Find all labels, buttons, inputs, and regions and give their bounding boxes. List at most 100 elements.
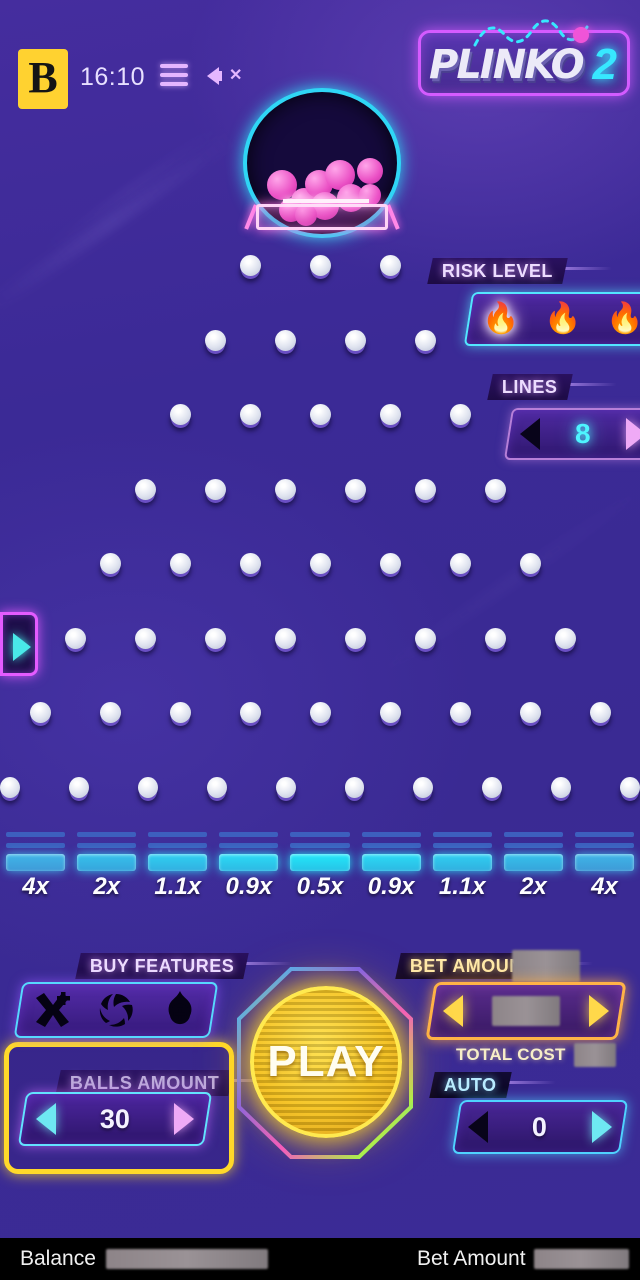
balance-value bbox=[105, 1249, 268, 1269]
bet-amount-stepper[interactable] bbox=[425, 982, 627, 1040]
slot-guide-bar bbox=[6, 843, 66, 848]
side-panel-toggle[interactable] bbox=[0, 612, 38, 676]
peg bbox=[414, 329, 436, 351]
play-triangle-icon bbox=[13, 633, 31, 661]
peg bbox=[239, 255, 261, 276]
bet-amount-value bbox=[492, 996, 560, 1026]
play-button-label: PLAY bbox=[267, 1037, 385, 1086]
peg bbox=[414, 478, 436, 500]
peg bbox=[29, 702, 51, 723]
hamburger-icon[interactable] bbox=[160, 64, 188, 88]
bet-amount-status-label: Bet Amount bbox=[417, 1247, 526, 1270]
multiplier-value: 0.9x bbox=[225, 873, 273, 900]
bet-amount-group: Bet Amount bbox=[417, 1247, 629, 1271]
slot-guide-bar bbox=[503, 832, 563, 837]
slot-bucket bbox=[503, 854, 563, 871]
multiplier-plus-icon[interactable] bbox=[31, 990, 73, 1030]
peg bbox=[309, 404, 331, 425]
auto-increase-button[interactable] bbox=[592, 1111, 612, 1143]
vortex-icon[interactable] bbox=[95, 990, 137, 1030]
peg bbox=[449, 702, 471, 723]
peg bbox=[379, 553, 401, 574]
balls-decrease-button[interactable] bbox=[36, 1103, 56, 1135]
peg bbox=[204, 478, 226, 500]
auto-value: 0 bbox=[532, 1111, 548, 1142]
risk-flame-1-icon[interactable]: 🔥 bbox=[482, 302, 520, 335]
multiplier-slot: 0.9x bbox=[356, 832, 427, 910]
clock: 16:10 bbox=[80, 63, 146, 91]
bet-increase-button[interactable] bbox=[589, 995, 609, 1027]
peg bbox=[274, 478, 296, 500]
peg-row bbox=[0, 627, 640, 649]
multiplier-value: 0.5x bbox=[296, 873, 344, 900]
peg bbox=[482, 776, 503, 798]
peg-row bbox=[0, 702, 640, 723]
logo-suffix: 2 bbox=[592, 40, 617, 89]
peg-row bbox=[0, 776, 640, 798]
peg bbox=[169, 702, 191, 723]
multiplier-slot: 2x bbox=[498, 832, 569, 910]
slot-guide-bar bbox=[290, 843, 350, 848]
peg bbox=[99, 553, 121, 574]
peg bbox=[554, 627, 576, 649]
slot-bucket bbox=[574, 854, 634, 871]
hopper-gate bbox=[256, 199, 388, 230]
balls-increase-button[interactable] bbox=[173, 1103, 194, 1135]
risk-flame-2-icon[interactable]: 🔥 bbox=[544, 302, 582, 335]
peg bbox=[620, 776, 640, 798]
peg bbox=[484, 627, 506, 649]
multiplier-slot: 1.1x bbox=[142, 832, 213, 910]
lines-decrease-button[interactable] bbox=[520, 418, 540, 450]
bet-decrease-button[interactable] bbox=[443, 995, 463, 1027]
slot-guide-bar bbox=[219, 832, 279, 837]
risk-flame-3-icon[interactable]: 🔥 bbox=[606, 302, 640, 335]
peg bbox=[239, 553, 261, 574]
logo-text: PLINKO bbox=[429, 42, 585, 88]
multiplier-slot: 4x bbox=[0, 832, 71, 910]
buy-features-panel bbox=[13, 982, 219, 1038]
play-button[interactable]: PLAY bbox=[250, 986, 402, 1138]
peg bbox=[204, 329, 226, 351]
peg bbox=[309, 255, 331, 276]
peg bbox=[206, 776, 227, 798]
lines-increase-button[interactable] bbox=[625, 418, 640, 450]
auto-decrease-button[interactable] bbox=[468, 1111, 488, 1143]
brand-badge: B bbox=[18, 49, 68, 109]
slot-guide-bar bbox=[148, 843, 208, 848]
slot-guide-bar bbox=[503, 843, 563, 848]
app-header: B 16:10 ✕ PLINKO 2 bbox=[0, 0, 640, 118]
lines-stepper[interactable]: 8 bbox=[503, 408, 640, 460]
peg bbox=[204, 627, 226, 649]
peg-board bbox=[0, 255, 640, 835]
logo-arc-icon bbox=[473, 19, 589, 47]
peg-row bbox=[0, 255, 640, 276]
peg bbox=[344, 627, 366, 649]
slot-guide-bar bbox=[574, 832, 634, 837]
flame-plus-icon[interactable] bbox=[159, 990, 201, 1030]
multiplier-value: 2x bbox=[519, 873, 547, 900]
peg bbox=[239, 404, 261, 425]
peg bbox=[169, 553, 191, 574]
play-button-neon-frame bbox=[237, 967, 413, 1159]
balls-amount-stepper[interactable]: 30 bbox=[17, 1092, 213, 1146]
balance-label: Balance bbox=[20, 1247, 96, 1270]
bottom-status-bar: Balance Bet Amount bbox=[0, 1238, 640, 1280]
risk-level-label: RISK LEVEL bbox=[427, 258, 612, 284]
peg bbox=[0, 776, 20, 798]
ball-hopper bbox=[243, 88, 401, 238]
peg bbox=[484, 478, 506, 500]
balls-amount-value: 30 bbox=[99, 1103, 131, 1134]
peg-row bbox=[0, 329, 640, 351]
sound-muted-icon[interactable]: ✕ bbox=[207, 62, 249, 90]
bet-amount-status-value bbox=[533, 1249, 629, 1269]
risk-level-selector[interactable]: 🔥 🔥 🔥 bbox=[463, 292, 640, 346]
auto-stepper[interactable]: 0 bbox=[451, 1100, 629, 1154]
peg bbox=[169, 404, 191, 425]
multiplier-slot: 2x bbox=[71, 832, 142, 910]
lines-label: LINES bbox=[487, 374, 617, 400]
lines-value: 8 bbox=[575, 418, 591, 449]
peg bbox=[344, 776, 365, 798]
multiplier-value: 4x bbox=[591, 873, 618, 900]
logo-ball-icon bbox=[573, 27, 589, 43]
